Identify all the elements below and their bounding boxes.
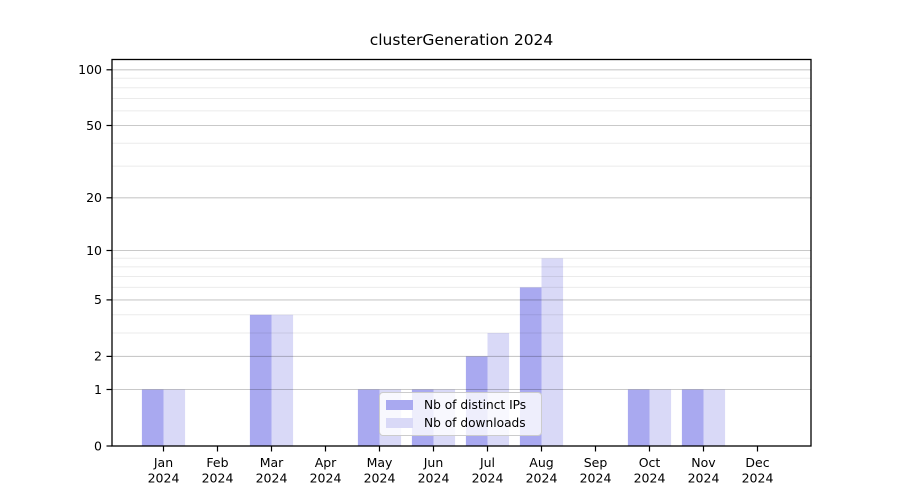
y-tick-label-1: 1 <box>94 382 102 397</box>
legend-entry-distinct-ips: Nb of distinct IPs <box>386 398 535 412</box>
chart-title: clusterGeneration 2024 <box>369 31 554 49</box>
bar-oct-series0 <box>627 389 650 446</box>
legend-entry-downloads: Nb of downloads <box>386 416 535 430</box>
x-tick-sublabel-jun: 2024 <box>418 471 450 486</box>
x-tick-label-dec: Dec <box>745 455 769 470</box>
x-tick-label-jun: Jun <box>423 455 444 470</box>
x-tick-sublabel-mar: 2024 <box>256 471 288 486</box>
bar-jan-series0 <box>141 389 164 446</box>
y-tick-label-0: 0 <box>94 438 102 453</box>
y-tick-label-50: 50 <box>86 118 102 133</box>
legend-swatch-downloads-icon <box>386 418 413 428</box>
legend: Nb of distinct IPs Nb of downloads <box>379 392 542 436</box>
x-tick-sublabel-jul: 2024 <box>472 471 504 486</box>
x-tick-label-apr: Apr <box>315 455 337 470</box>
x-tick-sublabel-jan: 2024 <box>148 471 180 486</box>
x-tick-sublabel-dec: 2024 <box>742 471 774 486</box>
bar-nov-series0 <box>681 389 704 446</box>
x-tick-label-jul: Jul <box>479 455 495 470</box>
bar-jan-series1 <box>163 389 186 446</box>
x-tick-sublabel-feb: 2024 <box>202 471 234 486</box>
y-tick-label-5: 5 <box>94 292 102 307</box>
bar-nov-series1 <box>703 389 726 446</box>
x-tick-label-nov: Nov <box>691 455 716 470</box>
bar-may-series0 <box>357 389 380 446</box>
x-tick-label-may: May <box>367 455 393 470</box>
x-tick-label-sep: Sep <box>584 455 608 470</box>
y-tick-label-2: 2 <box>94 349 102 364</box>
bar-mar-series0 <box>249 314 272 446</box>
x-tick-sublabel-nov: 2024 <box>688 471 720 486</box>
y-tick-label-20: 20 <box>86 190 102 205</box>
x-tick-label-feb: Feb <box>206 455 228 470</box>
x-tick-sublabel-may: 2024 <box>364 471 396 486</box>
legend-swatch-distinct-ips-icon <box>386 400 413 410</box>
x-tick-label-jan: Jan <box>153 455 173 470</box>
x-tick-sublabel-oct: 2024 <box>634 471 666 486</box>
x-tick-label-oct: Oct <box>639 455 661 470</box>
bar-aug-series1 <box>541 258 564 446</box>
y-tick-label-10: 10 <box>86 243 102 258</box>
x-tick-label-aug: Aug <box>529 455 553 470</box>
y-tick-label-100: 100 <box>78 62 102 77</box>
legend-label-downloads: Nb of downloads <box>424 416 526 430</box>
x-tick-sublabel-apr: 2024 <box>310 471 342 486</box>
x-tick-label-mar: Mar <box>260 455 284 470</box>
bar-oct-series1 <box>649 389 672 446</box>
x-tick-sublabel-sep: 2024 <box>580 471 612 486</box>
legend-label-distinct-ips: Nb of distinct IPs <box>424 398 527 412</box>
x-tick-sublabel-aug: 2024 <box>526 471 558 486</box>
bar-mar-series1 <box>271 314 294 446</box>
plot-frame <box>111 58 812 447</box>
